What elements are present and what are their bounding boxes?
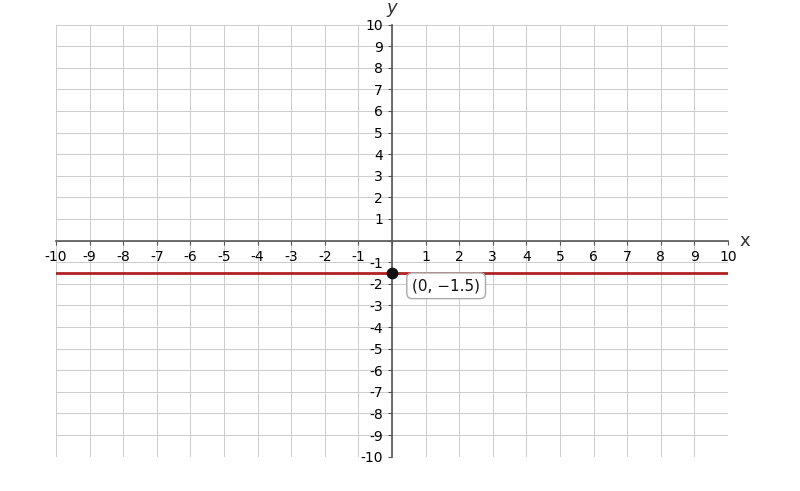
Text: x: x	[740, 232, 750, 249]
Text: y: y	[386, 0, 398, 17]
Point	[386, 269, 398, 277]
Text: (0, −1.5): (0, −1.5)	[412, 278, 480, 293]
